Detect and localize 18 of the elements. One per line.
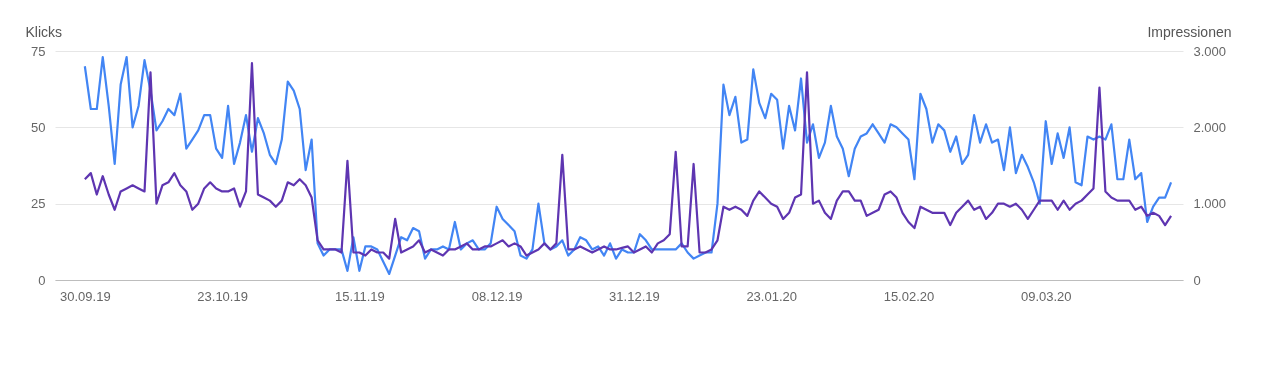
x-tick-label: 08.12.19	[471, 288, 523, 304]
y2-tick-label: 3.000	[1193, 43, 1227, 59]
x-tick-label: 30.09.19	[60, 288, 111, 304]
y-axis-title: Klicks	[25, 23, 63, 40]
x-tick-label: 31.12.19	[609, 288, 660, 304]
y2-tick-label: 0	[1193, 272, 1201, 288]
y-tick-label: 0	[38, 272, 46, 288]
y-tick-label: 25	[31, 196, 46, 212]
y-tick-label: 75	[31, 43, 46, 59]
x-tick-label: 09.03.20	[1020, 288, 1072, 304]
x-tick-label: 23.10.19	[197, 288, 248, 304]
y2-axis-title: Impressionen	[1147, 23, 1232, 40]
x-tick-label: 23.01.20	[746, 288, 797, 304]
y-tick-label: 50	[31, 119, 46, 135]
x-tick-label: 15.11.19	[335, 288, 385, 304]
x-tick-label: 15.02.20	[883, 288, 935, 304]
y2-tick-label: 1.000	[1193, 196, 1227, 212]
y2-tick-label: 2.000	[1193, 119, 1227, 135]
